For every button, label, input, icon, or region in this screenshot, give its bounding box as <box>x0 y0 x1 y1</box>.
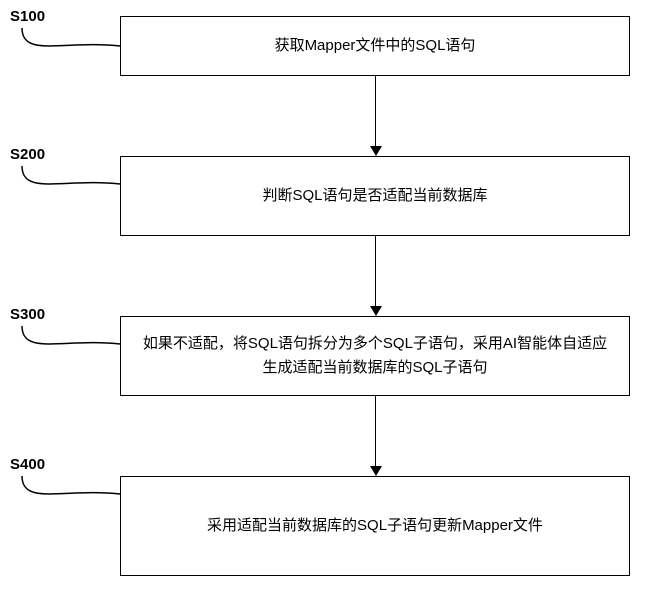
step-box-s200: 判断SQL语句是否适配当前数据库 <box>120 156 630 236</box>
step-label-s100: S100 <box>10 8 45 25</box>
connector-s400 <box>14 476 124 526</box>
step-box-s300: 如果不适配，将SQL语句拆分为多个SQL子语句，采用AI智能体自适应生成适配当前… <box>120 316 630 396</box>
connector-s300 <box>14 326 124 376</box>
step-label-s200: S200 <box>10 146 45 163</box>
arrow-head-1 <box>370 146 382 156</box>
step-box-s100: 获取Mapper文件中的SQL语句 <box>120 16 630 76</box>
step-label-s400: S400 <box>10 456 45 473</box>
arrow-head-3 <box>370 466 382 476</box>
arrow-head-2 <box>370 306 382 316</box>
arrow-line-2 <box>375 236 376 306</box>
connector-s100 <box>14 28 124 78</box>
step-label-s300: S300 <box>10 306 45 323</box>
connector-s200 <box>14 166 124 216</box>
arrow-line-1 <box>375 76 376 146</box>
step-box-s400: 采用适配当前数据库的SQL子语句更新Mapper文件 <box>120 476 630 576</box>
arrow-line-3 <box>375 396 376 466</box>
